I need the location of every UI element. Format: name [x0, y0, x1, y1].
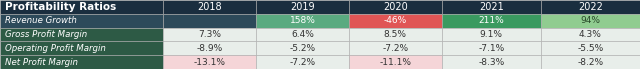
- Text: 2020: 2020: [383, 2, 408, 12]
- Text: 2018: 2018: [197, 2, 222, 12]
- Text: -8.9%: -8.9%: [196, 44, 223, 53]
- Bar: [442, 41, 541, 55]
- Bar: [0, 0, 163, 14]
- Bar: [0, 14, 163, 28]
- Bar: [0, 55, 163, 69]
- Bar: [0, 28, 163, 41]
- Text: -11.1%: -11.1%: [380, 58, 412, 67]
- Bar: [349, 14, 442, 28]
- Bar: [349, 41, 442, 55]
- Bar: [442, 55, 541, 69]
- Bar: [163, 0, 256, 14]
- Text: -46%: -46%: [383, 16, 407, 25]
- Bar: [256, 55, 349, 69]
- Text: -5.5%: -5.5%: [577, 44, 604, 53]
- Text: 6.4%: 6.4%: [291, 30, 314, 39]
- Text: 2022: 2022: [578, 2, 603, 12]
- Bar: [442, 0, 541, 14]
- Text: 7.3%: 7.3%: [198, 30, 221, 39]
- Text: -7.2%: -7.2%: [289, 58, 316, 67]
- Text: -8.3%: -8.3%: [478, 58, 504, 67]
- Bar: [256, 0, 349, 14]
- Text: Revenue Growth: Revenue Growth: [5, 16, 77, 25]
- Text: 94%: 94%: [580, 16, 600, 25]
- Text: 9.1%: 9.1%: [480, 30, 502, 39]
- Bar: [256, 28, 349, 41]
- Text: -7.2%: -7.2%: [382, 44, 408, 53]
- Text: 211%: 211%: [478, 16, 504, 25]
- Bar: [541, 14, 640, 28]
- Text: 2021: 2021: [479, 2, 504, 12]
- Bar: [0, 41, 163, 55]
- Text: 2019: 2019: [290, 2, 315, 12]
- Bar: [163, 55, 256, 69]
- Text: -7.1%: -7.1%: [478, 44, 504, 53]
- Text: Operating Profit Margin: Operating Profit Margin: [5, 44, 106, 53]
- Bar: [163, 41, 256, 55]
- Text: -13.1%: -13.1%: [194, 58, 226, 67]
- Text: -5.2%: -5.2%: [289, 44, 316, 53]
- Bar: [256, 41, 349, 55]
- Bar: [349, 55, 442, 69]
- Bar: [541, 41, 640, 55]
- Text: Gross Profit Margin: Gross Profit Margin: [5, 30, 88, 39]
- Text: 4.3%: 4.3%: [579, 30, 602, 39]
- Bar: [442, 14, 541, 28]
- Bar: [163, 28, 256, 41]
- Text: Net Profit Margin: Net Profit Margin: [5, 58, 78, 67]
- Text: 158%: 158%: [289, 16, 316, 25]
- Text: Profitability Ratios: Profitability Ratios: [5, 2, 116, 12]
- Bar: [163, 14, 256, 28]
- Bar: [541, 28, 640, 41]
- Bar: [349, 28, 442, 41]
- Bar: [442, 28, 541, 41]
- Text: -8.2%: -8.2%: [577, 58, 604, 67]
- Text: 8.5%: 8.5%: [384, 30, 406, 39]
- Bar: [541, 0, 640, 14]
- Bar: [256, 14, 349, 28]
- Bar: [349, 0, 442, 14]
- Bar: [541, 55, 640, 69]
